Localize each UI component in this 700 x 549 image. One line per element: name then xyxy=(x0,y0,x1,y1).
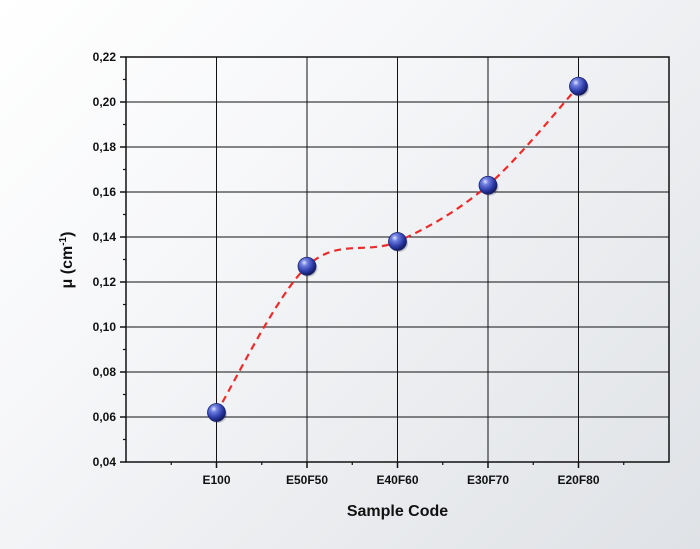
data-point-e100 xyxy=(207,403,226,422)
y-tick-label: 0,04 xyxy=(93,455,117,469)
y-tick-label: 0,20 xyxy=(93,95,117,109)
grid-lines xyxy=(126,57,669,462)
y-tick-label: 0,10 xyxy=(93,320,117,334)
y-tick-label: 0,08 xyxy=(93,365,117,379)
x-axis-title: Sample Code xyxy=(347,503,448,520)
y-tick-label: 0,06 xyxy=(93,410,117,424)
x-tick-label: E40F60 xyxy=(376,473,418,487)
x-axis-ticks: E100 E50F50 E40F60 E30F70 E20F80 xyxy=(170,462,625,487)
y-tick-label: 0,16 xyxy=(93,185,117,199)
data-point-e50f50 xyxy=(297,256,317,276)
y-tick-label: 0,22 xyxy=(93,50,117,64)
y-axis-title: μ (cm-1) xyxy=(58,232,76,289)
data-point-e40f60 xyxy=(388,232,407,251)
x-tick-label: E30F70 xyxy=(467,473,509,487)
data-point-e20f80 xyxy=(569,76,588,96)
y-axis-title-superscript: -1 xyxy=(58,236,69,245)
x-tick-label: E100 xyxy=(202,473,230,487)
y-tick-label: 0,12 xyxy=(93,275,117,289)
x-tick-label: E50F50 xyxy=(286,473,328,487)
y-axis-ticks: 0,04 0,06 0,08 0,10 0,12 0,14 0,16 0,18 0,20 0,22 xyxy=(93,50,126,469)
y-axis-title-suffix: ) xyxy=(59,232,76,237)
x-tick-label: E20F80 xyxy=(557,473,599,487)
y-tick-label: 0,18 xyxy=(93,140,117,154)
y-axis-title-main: μ (cm xyxy=(59,246,76,289)
data-markers xyxy=(207,76,589,423)
y-tick-label: 0,14 xyxy=(93,230,117,244)
data-point-e30f70 xyxy=(478,175,498,195)
